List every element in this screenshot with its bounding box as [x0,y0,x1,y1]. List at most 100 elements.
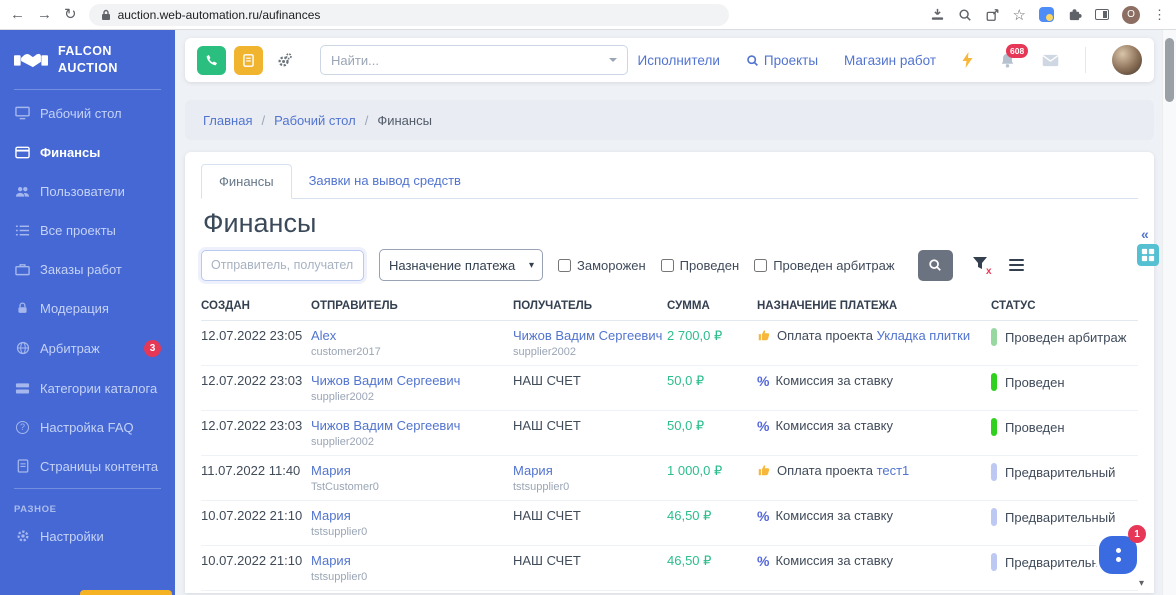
chat-widget-button[interactable]: 1 [1092,525,1146,581]
col-sender[interactable]: ОТПРАВИТЕЛЬ [311,300,398,312]
question-circle-icon: ? [14,420,31,434]
tab-finances[interactable]: Финансы [201,164,292,199]
arbitration-checkbox-input[interactable] [754,258,768,272]
col-purpose[interactable]: НАЗНАЧЕНИЕ ПЛАТЕЖА [757,300,898,312]
sidebar-divider [14,487,161,489]
status-bar [991,373,997,391]
col-created[interactable]: СОЗДАН [201,300,250,312]
save-page-icon[interactable] [930,7,945,22]
nav-link-work-shop[interactable]: Магазин работ [844,52,936,68]
gears-icon[interactable] [277,52,292,68]
breadcrumb-separator: / [261,112,266,128]
sidebar-item-catalog-categories[interactable]: Категории каталога [0,369,175,408]
widgets-panel-icon[interactable] [1137,244,1159,266]
col-status[interactable]: СТАТУС [991,300,1036,312]
support-button-edge[interactable] [80,590,172,595]
global-search-input[interactable] [331,52,609,68]
apply-filter-button[interactable] [917,249,953,281]
sidebar-item-finances[interactable]: Финансы [0,133,175,172]
sender-link[interactable]: Чижов Вадим Сергеевич [311,418,461,433]
zoom-icon[interactable] [958,8,972,22]
sidebar-item-label: Категории каталога [40,380,158,396]
sidebar-item-settings[interactable]: Настройки [0,517,175,556]
sender-login: tstsupplier0 [311,571,368,583]
completed-checkbox-input[interactable] [660,258,674,272]
sender-link[interactable]: Мария [311,508,351,523]
sidebar-item-work-orders[interactable]: Заказы работ [0,250,175,289]
navbar-divider [1085,47,1086,73]
sidebar-item-content-pages[interactable]: Страницы контента [0,447,175,486]
sidebar-item-moderation[interactable]: Модерация [0,289,175,328]
project-link[interactable]: тест1 [876,463,910,478]
receiver-link[interactable]: Мария [513,463,553,478]
arbitration-count-badge: 3 [144,339,161,357]
cell-amount: 46,50 ₽ [667,508,712,523]
sender-link[interactable]: Чижов Вадим Сергеевич [311,373,461,388]
global-search[interactable] [320,45,628,75]
purpose-text: Комиссия за ставку [775,508,893,523]
sender-receiver-input[interactable] [201,249,364,281]
chevron-down-icon [609,58,617,62]
payment-purpose-select[interactable]: Назначение платежа [379,249,543,281]
tab-withdrawal-requests[interactable]: Заявки на вывод средств [308,173,461,188]
sidebar-item-label: Настройки [40,528,104,544]
extensions-puzzle-icon[interactable] [1067,7,1082,22]
table-row: 12.07.2022 23:03 Чижов Вадим Сергеевич su… [201,411,1138,456]
checkbox-arbitration-completed[interactable]: Проведен арбитраж [754,258,895,273]
checkbox-completed[interactable]: Проведен [660,258,739,273]
receiver-link[interactable]: Чижов Вадим Сергеевич [513,328,663,343]
sidebar-item-faq-settings[interactable]: ? Настройка FAQ [0,408,175,447]
breadcrumb-separator: / [364,112,369,128]
scrollbar-thumb[interactable] [1165,38,1174,102]
address-bar[interactable]: auction.web-automation.ru/aufinances [88,3,729,26]
clear-filter-button[interactable]: x [972,256,992,277]
breadcrumb-current: Финансы [377,112,432,128]
breadcrumb-home[interactable]: Главная [203,112,253,128]
user-avatar[interactable] [1112,45,1142,75]
lightning-icon[interactable] [962,52,973,68]
browser-menu-icon[interactable]: ⋮ [1153,6,1166,22]
status-bar [991,328,997,346]
tabs: Финансы Заявки на вывод средств [201,164,1138,199]
back-icon[interactable]: ← [10,6,25,23]
filter-row: Назначение платежа ▾ Заморожен Проведен … [201,249,1138,291]
project-link[interactable]: Укладка плитки [876,328,971,343]
refresh-icon[interactable]: ↻ [64,6,77,23]
mail-icon[interactable] [1042,54,1059,67]
sidebar-item-all-projects[interactable]: Все проекты [0,211,175,250]
status-bar [991,508,997,526]
notifications-bell[interactable]: 608 [999,43,1029,69]
sidebar-item-users[interactable]: Пользователи [0,172,175,211]
sidebar-item-label: Все проекты [40,222,116,238]
brand[interactable]: FALCON AUCTION [0,30,175,87]
share-icon[interactable] [985,8,1000,22]
nav-link-performers[interactable]: Исполнители [637,52,720,68]
collapse-panel-icon[interactable]: « [1141,226,1149,242]
list-icon [14,224,31,237]
checkbox-frozen[interactable]: Заморожен [558,258,646,273]
status-label: Предварительный [1005,554,1116,570]
sender-link[interactable]: Мария [311,553,351,568]
purpose-text: Оплата проекта [777,463,873,478]
table-menu-button[interactable] [1008,259,1024,271]
phone-button[interactable] [197,45,226,75]
extension-app-icon[interactable] [1039,7,1054,22]
credit-card-icon [14,146,31,159]
document-button[interactable] [234,45,263,75]
side-panel-icon[interactable] [1095,9,1109,20]
sidebar-item-desktop[interactable]: Рабочий стол [0,94,175,133]
sender-link[interactable]: Мария [311,463,351,478]
sidebar-item-arbitration[interactable]: Арбитраж 3 [0,328,175,369]
frozen-checkbox-input[interactable] [558,258,571,272]
browser-profile-avatar[interactable]: O [1122,5,1140,24]
status-label: Проведен арбитраж [1005,329,1127,345]
page-scrollbar[interactable] [1162,30,1176,595]
col-receiver[interactable]: ПОЛУЧАТЕЛЬ [513,300,592,312]
sender-link[interactable]: Alex [311,328,337,343]
forward-icon[interactable]: → [37,6,52,23]
col-amount[interactable]: СУММА [667,300,710,312]
nav-link-projects[interactable]: Проекты [746,53,818,68]
cell-created: 12.07.2022 23:03 [201,373,303,388]
breadcrumb-desktop[interactable]: Рабочий стол [274,112,356,128]
bookmark-star-icon[interactable]: ☆ [1012,6,1026,24]
